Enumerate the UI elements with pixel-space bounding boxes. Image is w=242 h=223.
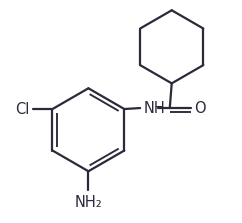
Text: Cl: Cl bbox=[15, 101, 30, 117]
Text: NH: NH bbox=[144, 101, 166, 116]
Text: NH₂: NH₂ bbox=[75, 195, 102, 210]
Text: O: O bbox=[194, 101, 206, 116]
